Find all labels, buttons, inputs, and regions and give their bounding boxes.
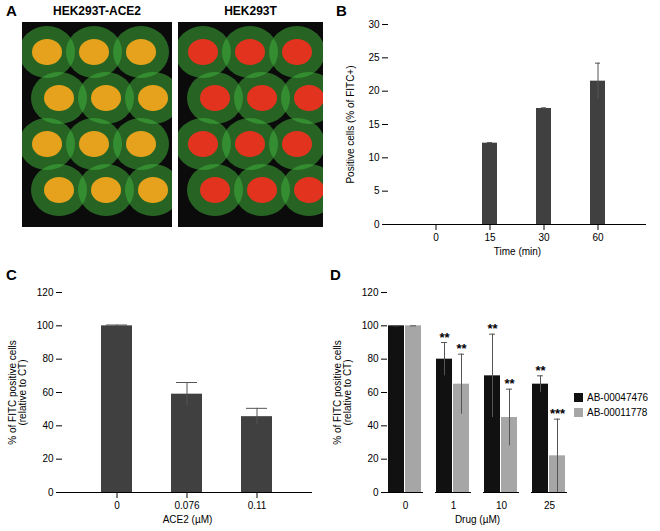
html-text:AB-00011778: AB-00011778 (587, 407, 648, 418)
svg-text:10: 10 (496, 500, 508, 511)
svg-text:60: 60 (42, 387, 54, 398)
svg-text:15: 15 (484, 232, 496, 243)
svg-text:20: 20 (368, 85, 380, 96)
svg-text:120: 120 (362, 287, 379, 298)
svg-text:ACE2 (µM): ACE2 (µM) (163, 514, 213, 525)
svg-text:60: 60 (592, 232, 604, 243)
svg-text:0: 0 (373, 487, 379, 498)
svg-text:80: 80 (42, 353, 54, 364)
svg-text:100: 100 (362, 320, 379, 331)
svg-text:% of FITC positive cells(relat: % of FITC positive cells(relative to CT) (7, 340, 28, 444)
svg-text:0: 0 (403, 500, 409, 511)
svg-text:**: ** (487, 321, 498, 336)
svg-text:10: 10 (368, 152, 380, 163)
svg-text:**: ** (456, 341, 467, 356)
svg-text:100: 100 (37, 320, 54, 331)
svg-text:0.11: 0.11 (248, 500, 267, 511)
svg-text:0.076: 0.076 (174, 500, 199, 511)
svg-text:Positive cells (% of FITC+): Positive cells (% of FITC+) (345, 65, 356, 183)
svg-text:***: *** (550, 406, 566, 421)
svg-text:25: 25 (544, 500, 556, 511)
html-text:AB-00047476: AB-00047476 (587, 392, 649, 403)
svg-text:40: 40 (42, 420, 54, 431)
svg-text:1: 1 (451, 500, 457, 511)
svg-text:20: 20 (367, 453, 379, 464)
svg-text:30: 30 (368, 19, 380, 30)
svg-text:80: 80 (367, 353, 379, 364)
svg-text:0: 0 (374, 219, 380, 230)
html-text:A: A (6, 2, 17, 19)
svg-text:**: ** (439, 330, 450, 345)
html-text:C: C (6, 266, 17, 283)
svg-text:20: 20 (42, 453, 54, 464)
svg-text:0: 0 (114, 500, 120, 511)
svg-text:0: 0 (48, 487, 54, 498)
svg-text:40: 40 (367, 420, 379, 431)
svg-text:30: 30 (538, 232, 550, 243)
svg-text:0: 0 (433, 232, 439, 243)
svg-text:**: ** (535, 363, 546, 378)
html-text:HEK293T: HEK293T (224, 4, 277, 18)
svg-text:60: 60 (367, 387, 379, 398)
svg-text:120: 120 (37, 287, 54, 298)
html-text:HEK293T-ACE2: HEK293T-ACE2 (53, 4, 141, 18)
svg-text:5: 5 (374, 185, 380, 196)
svg-text:Time (min): Time (min) (494, 246, 541, 257)
svg-text:% of FITC positive cells(relat: % of FITC positive cells(relative to CT) (332, 340, 353, 444)
svg-text:25: 25 (368, 52, 380, 63)
html-text:D: D (330, 266, 341, 283)
svg-text:**: ** (504, 376, 515, 391)
html-text:B: B (336, 2, 347, 19)
svg-text:15: 15 (368, 119, 380, 130)
svg-text:Drug (µM): Drug (µM) (455, 514, 500, 525)
